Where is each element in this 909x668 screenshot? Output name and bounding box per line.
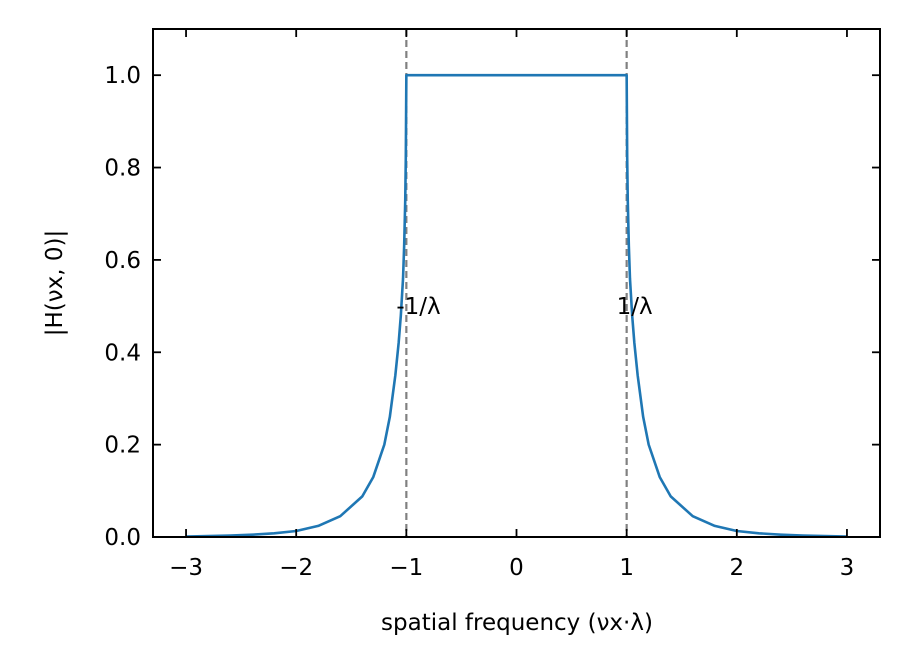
plot-frame <box>152 28 881 538</box>
x-tick-label: 2 <box>729 555 744 581</box>
x-tick-label: 0 <box>509 555 524 581</box>
x-tick-label: −1 <box>389 555 423 581</box>
x-axis-ticks: −3 −2 −1 0 1 2 3 <box>169 29 854 581</box>
y-tick-label: 0.0 <box>104 525 141 551</box>
x-tick-label: 1 <box>619 555 634 581</box>
y-tick-label: 0.6 <box>104 248 141 274</box>
x-tick-label: −2 <box>279 555 313 581</box>
y-tick-label: 0.2 <box>104 433 141 459</box>
annotations: -1/λ 1/λ <box>396 294 652 320</box>
series-layer <box>186 73 847 538</box>
x-axis-label: spatial frequency (νx·λ) <box>381 610 653 636</box>
y-tick-label: 1.0 <box>104 63 141 89</box>
reference-lines <box>405 29 628 537</box>
x-tick-label: 3 <box>840 555 855 581</box>
y-axis-label: |H(νx, 0)| <box>42 230 68 336</box>
y-tick-label: 0.4 <box>104 340 141 366</box>
series-line-0 <box>186 73 847 538</box>
x-tick-label: −3 <box>169 555 203 581</box>
annotation-0: -1/λ <box>396 294 440 320</box>
y-tick-label: 0.8 <box>104 156 141 182</box>
y-axis-ticks: 0.0 0.2 0.4 0.6 0.8 1.0 <box>104 63 880 551</box>
annotation-1: 1/λ <box>617 294 653 320</box>
